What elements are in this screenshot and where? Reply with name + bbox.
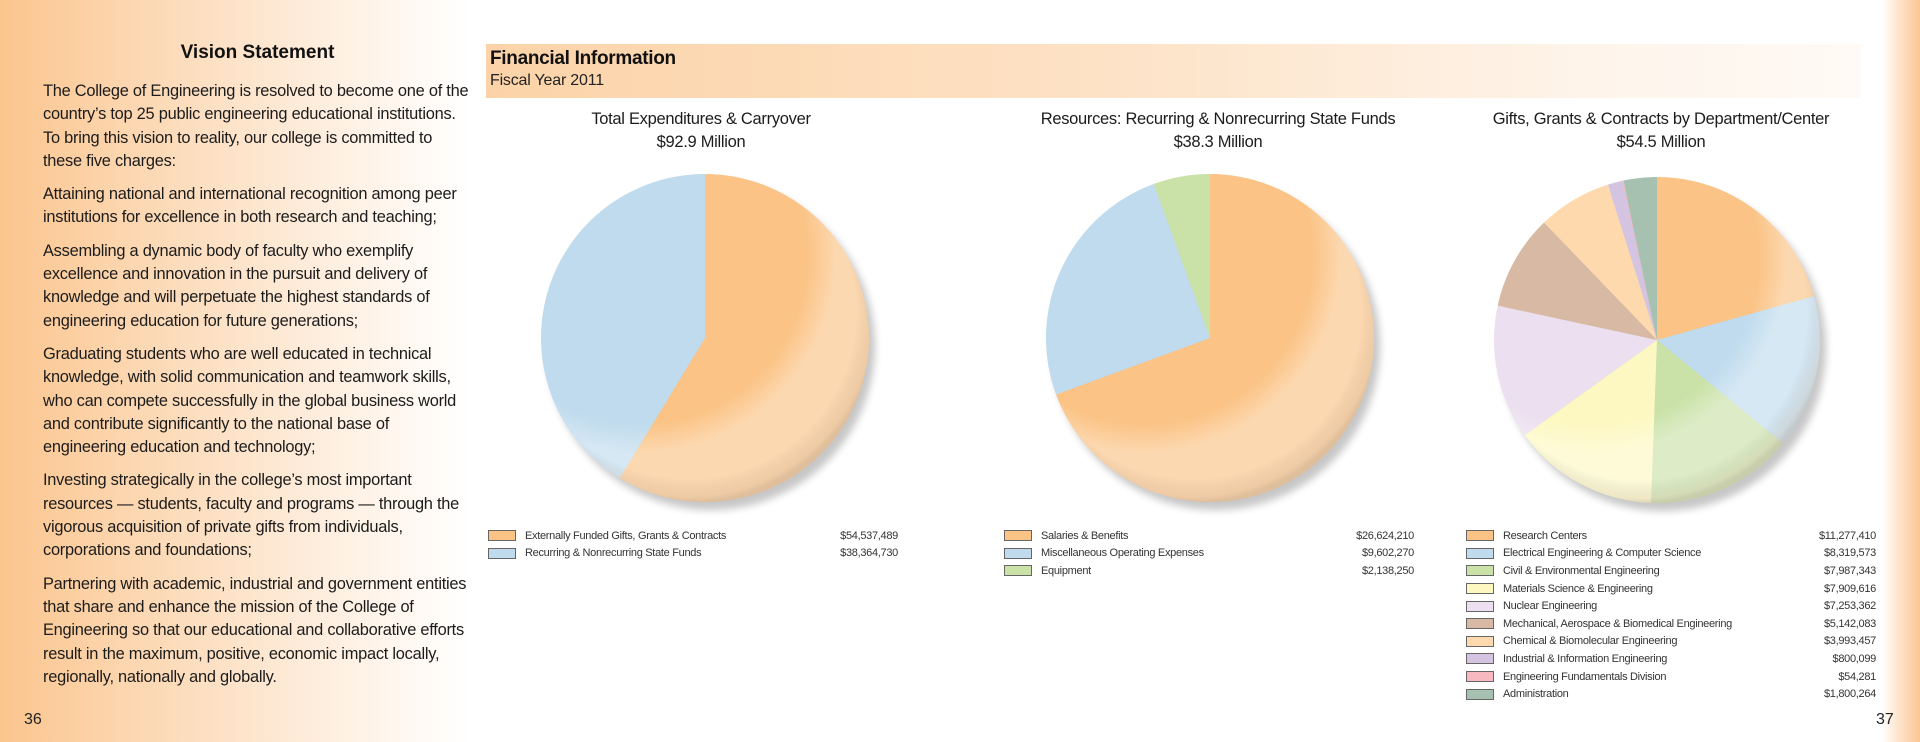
chart-title-text: Gifts, Grants & Contracts by Department/… <box>1492 110 1830 128</box>
legend-value: $38,364,730 <box>840 547 898 560</box>
vision-paragraph: Partnering with academic, industrial and… <box>43 574 467 686</box>
financial-title: Financial Information <box>490 48 676 69</box>
legend-label: Engineering Fundamentals Division <box>1503 670 1667 683</box>
legend-item: Miscellaneous Operating Expenses $9,602,2… <box>1004 545 1414 563</box>
legend-label: Miscellaneous Operating Expenses <box>1041 547 1204 560</box>
legend-value: $7,987,343 <box>1823 564 1876 577</box>
legend-value: $54,537,489 <box>840 529 898 542</box>
legend-swatch <box>1004 530 1032 542</box>
legend-item: Administration $1,800,264 <box>1466 685 1876 703</box>
legend-state-funds: Salaries & Benefits $26,624,210 Miscellane… <box>1004 527 1414 580</box>
legend-label: Industrial & Information Engineering <box>1503 652 1668 665</box>
legend-swatch <box>1004 565 1032 577</box>
vision-paragraph: Graduating students who are well educate… <box>43 344 457 457</box>
legend-swatch <box>1466 600 1494 612</box>
left-page-background <box>0 0 470 742</box>
chart-total-text: $38.3 Million <box>1173 133 1263 151</box>
legend-label: Electrical Engineering & Computer Scienc… <box>1503 547 1702 560</box>
legend-value: $26,624,210 <box>1356 529 1414 542</box>
legend-value: $3,993,457 <box>1823 635 1876 648</box>
right-page-edge <box>1882 0 1920 742</box>
legend-item: Salaries & Benefits $26,624,210 <box>1004 527 1414 545</box>
legend-value: $5,142,083 <box>1823 617 1876 630</box>
page-number-right: 37 <box>1876 711 1894 728</box>
financial-header: Financial Information Fiscal Year 2011 <box>486 44 1861 98</box>
chart-total-text: $92.9 Million <box>656 133 746 151</box>
legend-item: Mechanical, Aerospace & Biomedical Engin… <box>1466 615 1876 633</box>
legend-swatch <box>1466 583 1494 595</box>
legend-swatch <box>1466 688 1494 700</box>
legend-label: Mechanical, Aerospace & Biomedical Engin… <box>1503 617 1732 630</box>
legend-item: Engineering Fundamentals Division $54,281 <box>1466 668 1876 686</box>
legend-item: Industrial & Information Engineering $800… <box>1466 650 1876 668</box>
vision-paragraph: Assembling a dynamic body of faculty who… <box>43 241 430 330</box>
legend-label: Equipment <box>1041 564 1091 577</box>
vision-paragraph: Attaining national and international rec… <box>43 185 457 227</box>
fiscal-year-subtitle: Fiscal Year 2011 <box>490 72 604 89</box>
legend-swatch <box>1466 565 1494 577</box>
chart-title-text: Resources: Recurring & Nonrecurring Stat… <box>1040 110 1396 128</box>
legend-label: Administration <box>1503 688 1569 701</box>
legend-label: Civil & Environmental Engineering <box>1503 564 1660 577</box>
legend-swatch <box>1466 530 1494 542</box>
legend-item: Nuclear Engineering $7,253,362 <box>1466 597 1876 615</box>
legend-label: Materials Science & Engineering <box>1503 582 1653 595</box>
vision-paragraph: The College of Engineering is resolved t… <box>43 82 469 170</box>
legend-item: Materials Science & Engineering $7,909,61… <box>1466 580 1876 598</box>
legend-gifts-grants: Research Centers $11,277,410 Electrical En… <box>1466 527 1876 703</box>
legend-value: $800,099 <box>1832 652 1877 665</box>
legend-label: Research Centers <box>1503 529 1587 542</box>
legend-item: Externally Funded Gifts, Grants & Contra… <box>488 527 898 545</box>
vision-paragraph: Investing strategically in the college’s… <box>43 471 460 560</box>
legend-swatch <box>1004 547 1032 559</box>
legend-label: Salaries & Benefits <box>1041 529 1129 542</box>
legend-item: Civil & Environmental Engineering $7,987,… <box>1466 562 1876 580</box>
pie-highlight <box>1494 177 1820 503</box>
legend-item: Electrical Engineering & Computer Scienc… <box>1466 545 1876 563</box>
page-number-left: 36 <box>24 711 42 728</box>
chart-title-text: Total Expenditures & Carryover <box>591 110 811 128</box>
pie-chart-state-funds <box>1046 174 1380 510</box>
legend-swatch <box>1466 653 1494 665</box>
vision-statement-body: The College of Engineering is resolved t… <box>43 80 473 699</box>
pie-chart-gifts-grants <box>1494 177 1826 511</box>
legend-value: $2,138,250 <box>1361 564 1414 577</box>
pie-highlight <box>1046 174 1374 502</box>
legend-item: Chemical & Biomolecular Engineering $3,99… <box>1466 633 1876 651</box>
legend-label: Externally Funded Gifts, Grants & Contra… <box>525 529 727 542</box>
legend-value: $9,602,270 <box>1361 547 1414 560</box>
vision-statement-heading: Vision Statement <box>180 42 335 63</box>
legend-value: $8,319,573 <box>1823 547 1876 560</box>
legend-value: $1,800,264 <box>1823 688 1876 701</box>
chart-title: Total Expenditures & Carryover $92.9 Mil… <box>451 108 951 154</box>
legend-value: $11,277,410 <box>1818 529 1876 542</box>
pie-highlight <box>541 174 869 502</box>
legend-label: Chemical & Biomolecular Engineering <box>1503 635 1678 648</box>
legend-label: Recurring & Nonrecurring State Funds <box>525 547 702 560</box>
legend-swatch <box>488 547 516 559</box>
legend-swatch <box>1466 618 1494 630</box>
legend-swatch <box>1466 547 1494 559</box>
legend-item: Recurring & Nonrecurring State Funds $38,… <box>488 545 898 563</box>
legend-label: Nuclear Engineering <box>1503 600 1597 613</box>
legend-value: $54,281 <box>1838 670 1876 683</box>
legend-value: $7,909,616 <box>1823 582 1876 595</box>
legend-total-expenditures: Externally Funded Gifts, Grants & Contra… <box>488 527 898 562</box>
legend-item: Research Centers $11,277,410 <box>1466 527 1876 545</box>
legend-swatch <box>1466 635 1494 647</box>
legend-item: Equipment $2,138,250 <box>1004 562 1414 580</box>
pie-chart-total-expenditures <box>541 174 875 510</box>
legend-swatch <box>488 530 516 542</box>
chart-title: Resources: Recurring & Nonrecurring Stat… <box>968 108 1468 154</box>
legend-swatch <box>1466 671 1494 683</box>
chart-total-text: $54.5 Million <box>1616 133 1706 151</box>
chart-title: Gifts, Grants & Contracts by Department/… <box>1411 108 1911 154</box>
legend-value: $7,253,362 <box>1823 600 1876 613</box>
